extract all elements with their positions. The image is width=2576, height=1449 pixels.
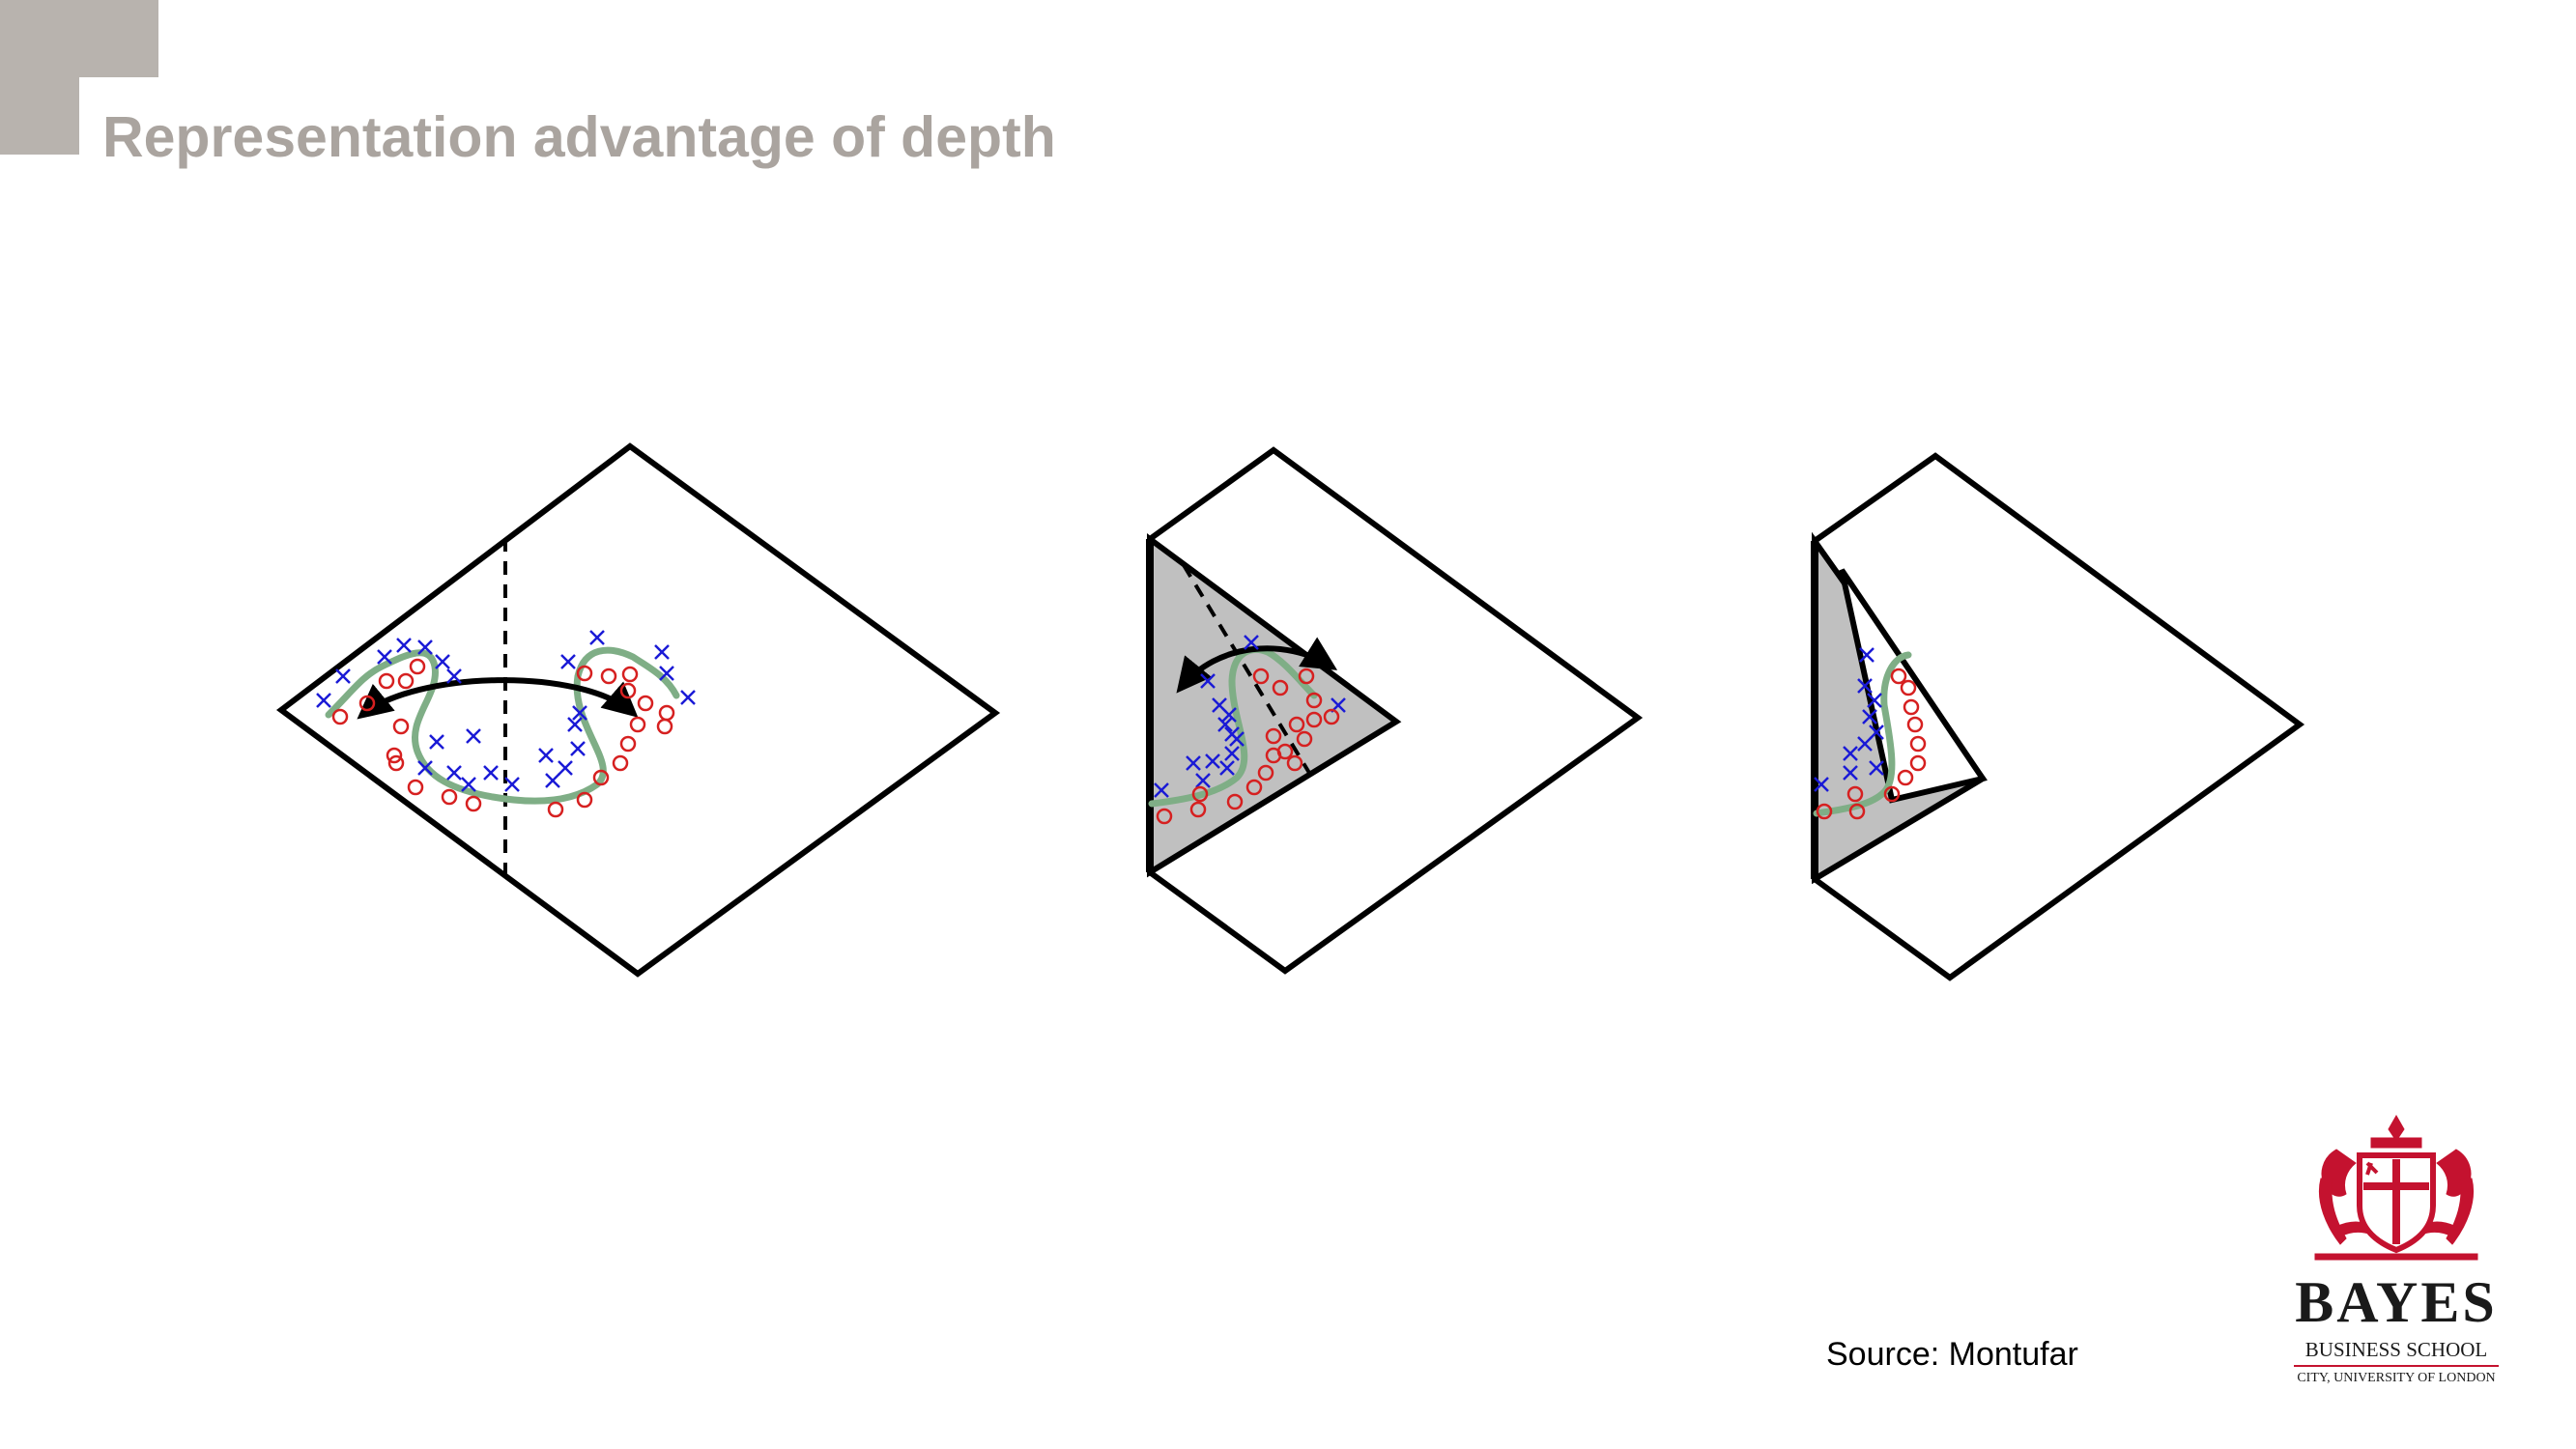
slide-title: Representation advantage of depth — [102, 105, 1056, 169]
source-caption: Source: Montufar — [1826, 1336, 2078, 1373]
bayes-logo: BAYES BUSINESS SCHOOL CITY, UNIVERSITY O… — [2290, 1111, 2503, 1391]
symmetry-arrow — [357, 677, 639, 720]
decision-boundary — [325, 646, 680, 805]
decision-boundary — [1813, 651, 1912, 817]
logo-subtitle: BUSINESS SCHOOL — [2304, 1338, 2488, 1361]
coat-of-arms-icon — [2314, 1114, 2478, 1261]
logo-divider — [2294, 1365, 2499, 1367]
logo-tagline: CITY, UNIVERSITY OF LONDON — [2297, 1371, 2496, 1385]
panel-double-fold — [1811, 452, 2305, 981]
corner-decoration — [0, 0, 158, 155]
panel-flat-space — [275, 442, 1001, 978]
symmetry-arrow — [1176, 637, 1338, 694]
panel-single-fold — [1146, 446, 1644, 975]
logo-wordmark: BAYES — [2295, 1270, 2498, 1334]
